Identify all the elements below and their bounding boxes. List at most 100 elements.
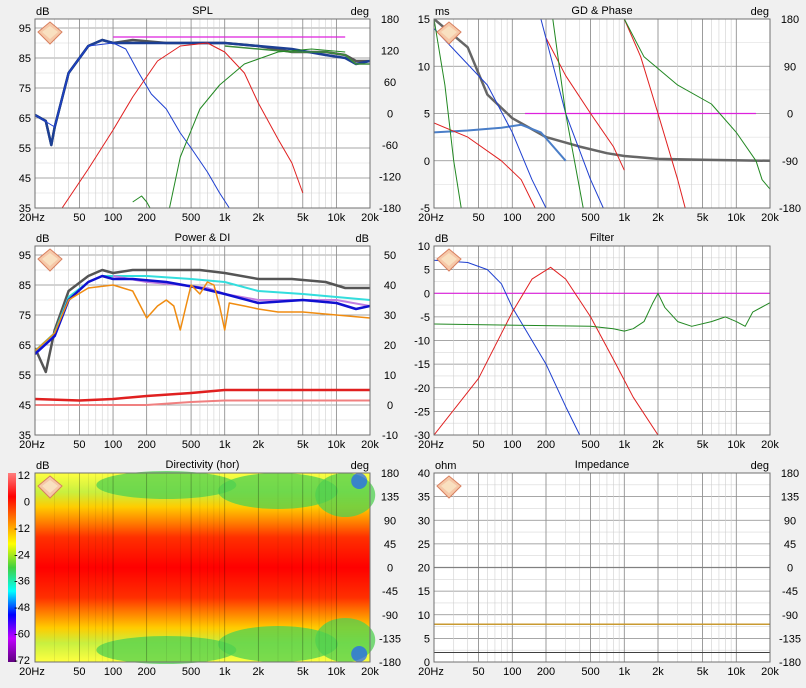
y2-tick-label: -10 bbox=[382, 430, 398, 442]
x-tick-label: 10k bbox=[727, 439, 745, 451]
series-line-1 bbox=[35, 38, 370, 147]
left-unit-label: dB bbox=[36, 233, 49, 245]
x-tick-label: 20k bbox=[361, 212, 379, 224]
y2-tick-label: -45 bbox=[782, 586, 798, 598]
x-tick-label: 50 bbox=[73, 439, 85, 451]
x-tick-label: 10k bbox=[727, 212, 745, 224]
series-group bbox=[434, 259, 770, 435]
x-tick-label: 200 bbox=[537, 439, 555, 451]
panel-directivity: Directivity (hor) dB deg 12 0 -12 -24 -36 -48 -60… bbox=[8, 459, 401, 678]
y-tick-label: 0 bbox=[424, 156, 430, 168]
colorbar-tick-label: 0 bbox=[24, 496, 30, 508]
x-tick-label: 1k bbox=[618, 666, 630, 678]
right-unit-label: deg bbox=[351, 460, 369, 472]
plot-border bbox=[34, 472, 371, 663]
plot-border bbox=[433, 472, 771, 663]
y-tick-label: 15 bbox=[418, 586, 430, 598]
x-tick-label: 1k bbox=[219, 439, 231, 451]
y2-tick-label: 135 bbox=[781, 492, 799, 504]
panel-title: GD & Phase bbox=[571, 5, 632, 17]
x-tick-label: 50 bbox=[73, 666, 85, 678]
x-tick-label: 5k bbox=[297, 439, 309, 451]
panel-title: Impedance bbox=[575, 459, 629, 471]
y2-tick-label: 180 bbox=[781, 14, 799, 26]
plot-border bbox=[433, 18, 771, 209]
brand-logo-inner-icon bbox=[441, 253, 457, 266]
y-tick-label: 5 bbox=[424, 265, 430, 277]
x-tick-label: 1k bbox=[618, 212, 630, 224]
y2-tick-label: 90 bbox=[384, 515, 396, 527]
x-tick-label: 5k bbox=[697, 212, 709, 224]
x-tick-label: 200 bbox=[537, 666, 555, 678]
y-tick-label: 55 bbox=[19, 143, 31, 155]
y-tick-label: 40 bbox=[418, 468, 430, 480]
y2-tick-label: 0 bbox=[787, 563, 793, 575]
panel-title: Directivity (hor) bbox=[166, 459, 240, 471]
y2-tick-label: 90 bbox=[784, 61, 796, 73]
x-tick-label: 10k bbox=[328, 439, 346, 451]
y-tick-label: 10 bbox=[418, 241, 430, 253]
series-line-4 bbox=[35, 42, 230, 208]
y-tick-label: 25 bbox=[418, 539, 430, 551]
colorbar bbox=[8, 473, 16, 662]
series-group bbox=[35, 36, 370, 208]
y2-tick-label: 45 bbox=[784, 539, 796, 551]
x-tick-label: 200 bbox=[537, 212, 555, 224]
series-line-6 bbox=[132, 48, 346, 208]
x-tick-label: 50 bbox=[472, 212, 484, 224]
y-tick-label: 75 bbox=[19, 83, 31, 95]
y-tick-label: 55 bbox=[19, 370, 31, 382]
y2-tick-label: -180 bbox=[779, 657, 801, 669]
series-line-2 bbox=[434, 266, 659, 435]
y2-tick-label: 180 bbox=[781, 468, 799, 480]
y-tick-label: 35 bbox=[19, 203, 31, 215]
x-tick-label: 200 bbox=[137, 666, 155, 678]
y-tick-label: 20 bbox=[418, 563, 430, 575]
x-tick-label: 500 bbox=[581, 666, 599, 678]
colorbar-tick-label: -24 bbox=[14, 549, 30, 561]
right-unit-label: dB bbox=[356, 233, 369, 245]
series-line-9 bbox=[552, 19, 584, 208]
x-tick-label: 5k bbox=[697, 439, 709, 451]
x-tick-label: 500 bbox=[182, 212, 200, 224]
panel-gd: GD & Phase ms deg -5 0 5 10 15 -180 -90 0 90 180 20Hz… bbox=[418, 5, 801, 224]
colorbar-tick-label: -72 bbox=[14, 655, 30, 667]
panel-spl: SPL dB deg 35 45 55 65 75 85 95 -180 -120 -60 0 60 120 1… bbox=[19, 5, 401, 224]
left-unit-label: dB bbox=[36, 6, 49, 18]
x-tick-label: 200 bbox=[137, 212, 155, 224]
x-tick-label: 20Hz bbox=[418, 212, 444, 224]
series-line-1 bbox=[434, 259, 581, 435]
heatmap-lobe bbox=[96, 636, 237, 664]
x-tick-label: 2k bbox=[253, 439, 265, 451]
series-line-2 bbox=[224, 45, 370, 65]
series-line-1 bbox=[35, 275, 370, 352]
x-tick-label: 10k bbox=[727, 666, 745, 678]
x-tick-label: 2k bbox=[253, 666, 265, 678]
plot-border bbox=[34, 18, 371, 209]
x-tick-label: 20k bbox=[361, 666, 379, 678]
y2-tick-label: -60 bbox=[382, 140, 398, 152]
x-tick-label: 5k bbox=[297, 666, 309, 678]
y2-tick-label: -90 bbox=[782, 610, 798, 622]
series-group bbox=[434, 566, 770, 653]
y-tick-label: 45 bbox=[19, 400, 31, 412]
y2-tick-label: 120 bbox=[381, 46, 399, 58]
y2-tick-label: -90 bbox=[782, 156, 798, 168]
plot-border bbox=[433, 245, 771, 436]
x-tick-label: 200 bbox=[137, 439, 155, 451]
panel-pdi: Power & DI dB dB 35 45 55 65 75 85 95 -10 0 10 20 30 40… bbox=[19, 232, 398, 451]
y-tick-label: 5 bbox=[424, 633, 430, 645]
y-tick-label: 95 bbox=[19, 250, 31, 262]
y2-tick-label: -180 bbox=[779, 203, 801, 215]
x-tick-label: 5k bbox=[297, 212, 309, 224]
x-tick-label: 20Hz bbox=[19, 439, 45, 451]
plot-area bbox=[35, 246, 370, 435]
y-tick-label: -5 bbox=[420, 312, 430, 324]
y2-tick-label: 50 bbox=[384, 250, 396, 262]
series-line-5 bbox=[61, 42, 304, 208]
y-tick-label: 0 bbox=[424, 288, 430, 300]
colorbar-tick-label: 12 bbox=[18, 470, 30, 482]
series-line-1 bbox=[434, 123, 567, 162]
x-tick-label: 20Hz bbox=[418, 439, 444, 451]
